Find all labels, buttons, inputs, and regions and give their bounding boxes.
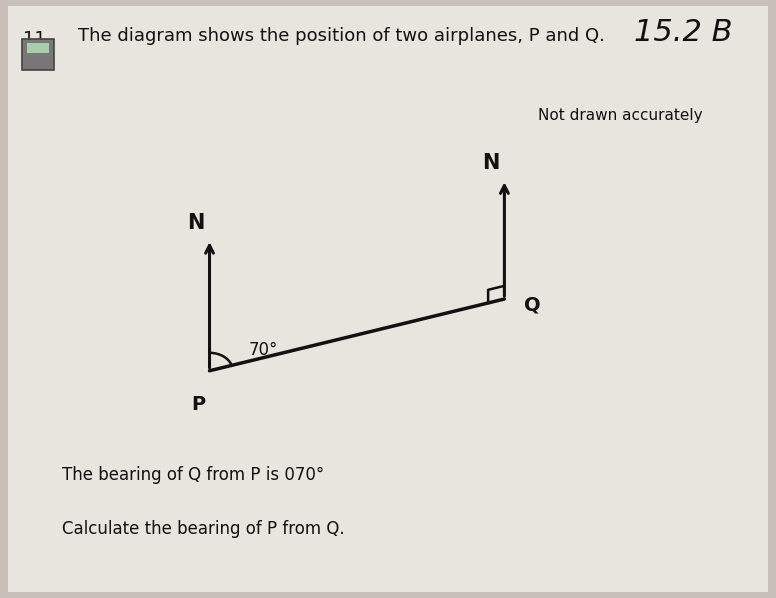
Text: 70°: 70° xyxy=(248,341,278,359)
FancyBboxPatch shape xyxy=(22,39,54,70)
Text: N: N xyxy=(187,213,204,233)
Text: The bearing of Q from P is 070°: The bearing of Q from P is 070° xyxy=(62,466,324,484)
Text: 15.2 B: 15.2 B xyxy=(634,18,732,47)
FancyBboxPatch shape xyxy=(27,43,49,53)
Text: Not drawn accurately: Not drawn accurately xyxy=(539,108,703,123)
Text: Calculate the bearing of P from Q.: Calculate the bearing of P from Q. xyxy=(62,520,345,538)
Text: P: P xyxy=(191,395,205,414)
Text: N: N xyxy=(482,154,499,173)
Text: The diagram shows the position of two airplanes, P and Q.: The diagram shows the position of two ai… xyxy=(78,27,605,45)
Text: 11.: 11. xyxy=(23,30,52,48)
Text: Q: Q xyxy=(524,295,540,315)
